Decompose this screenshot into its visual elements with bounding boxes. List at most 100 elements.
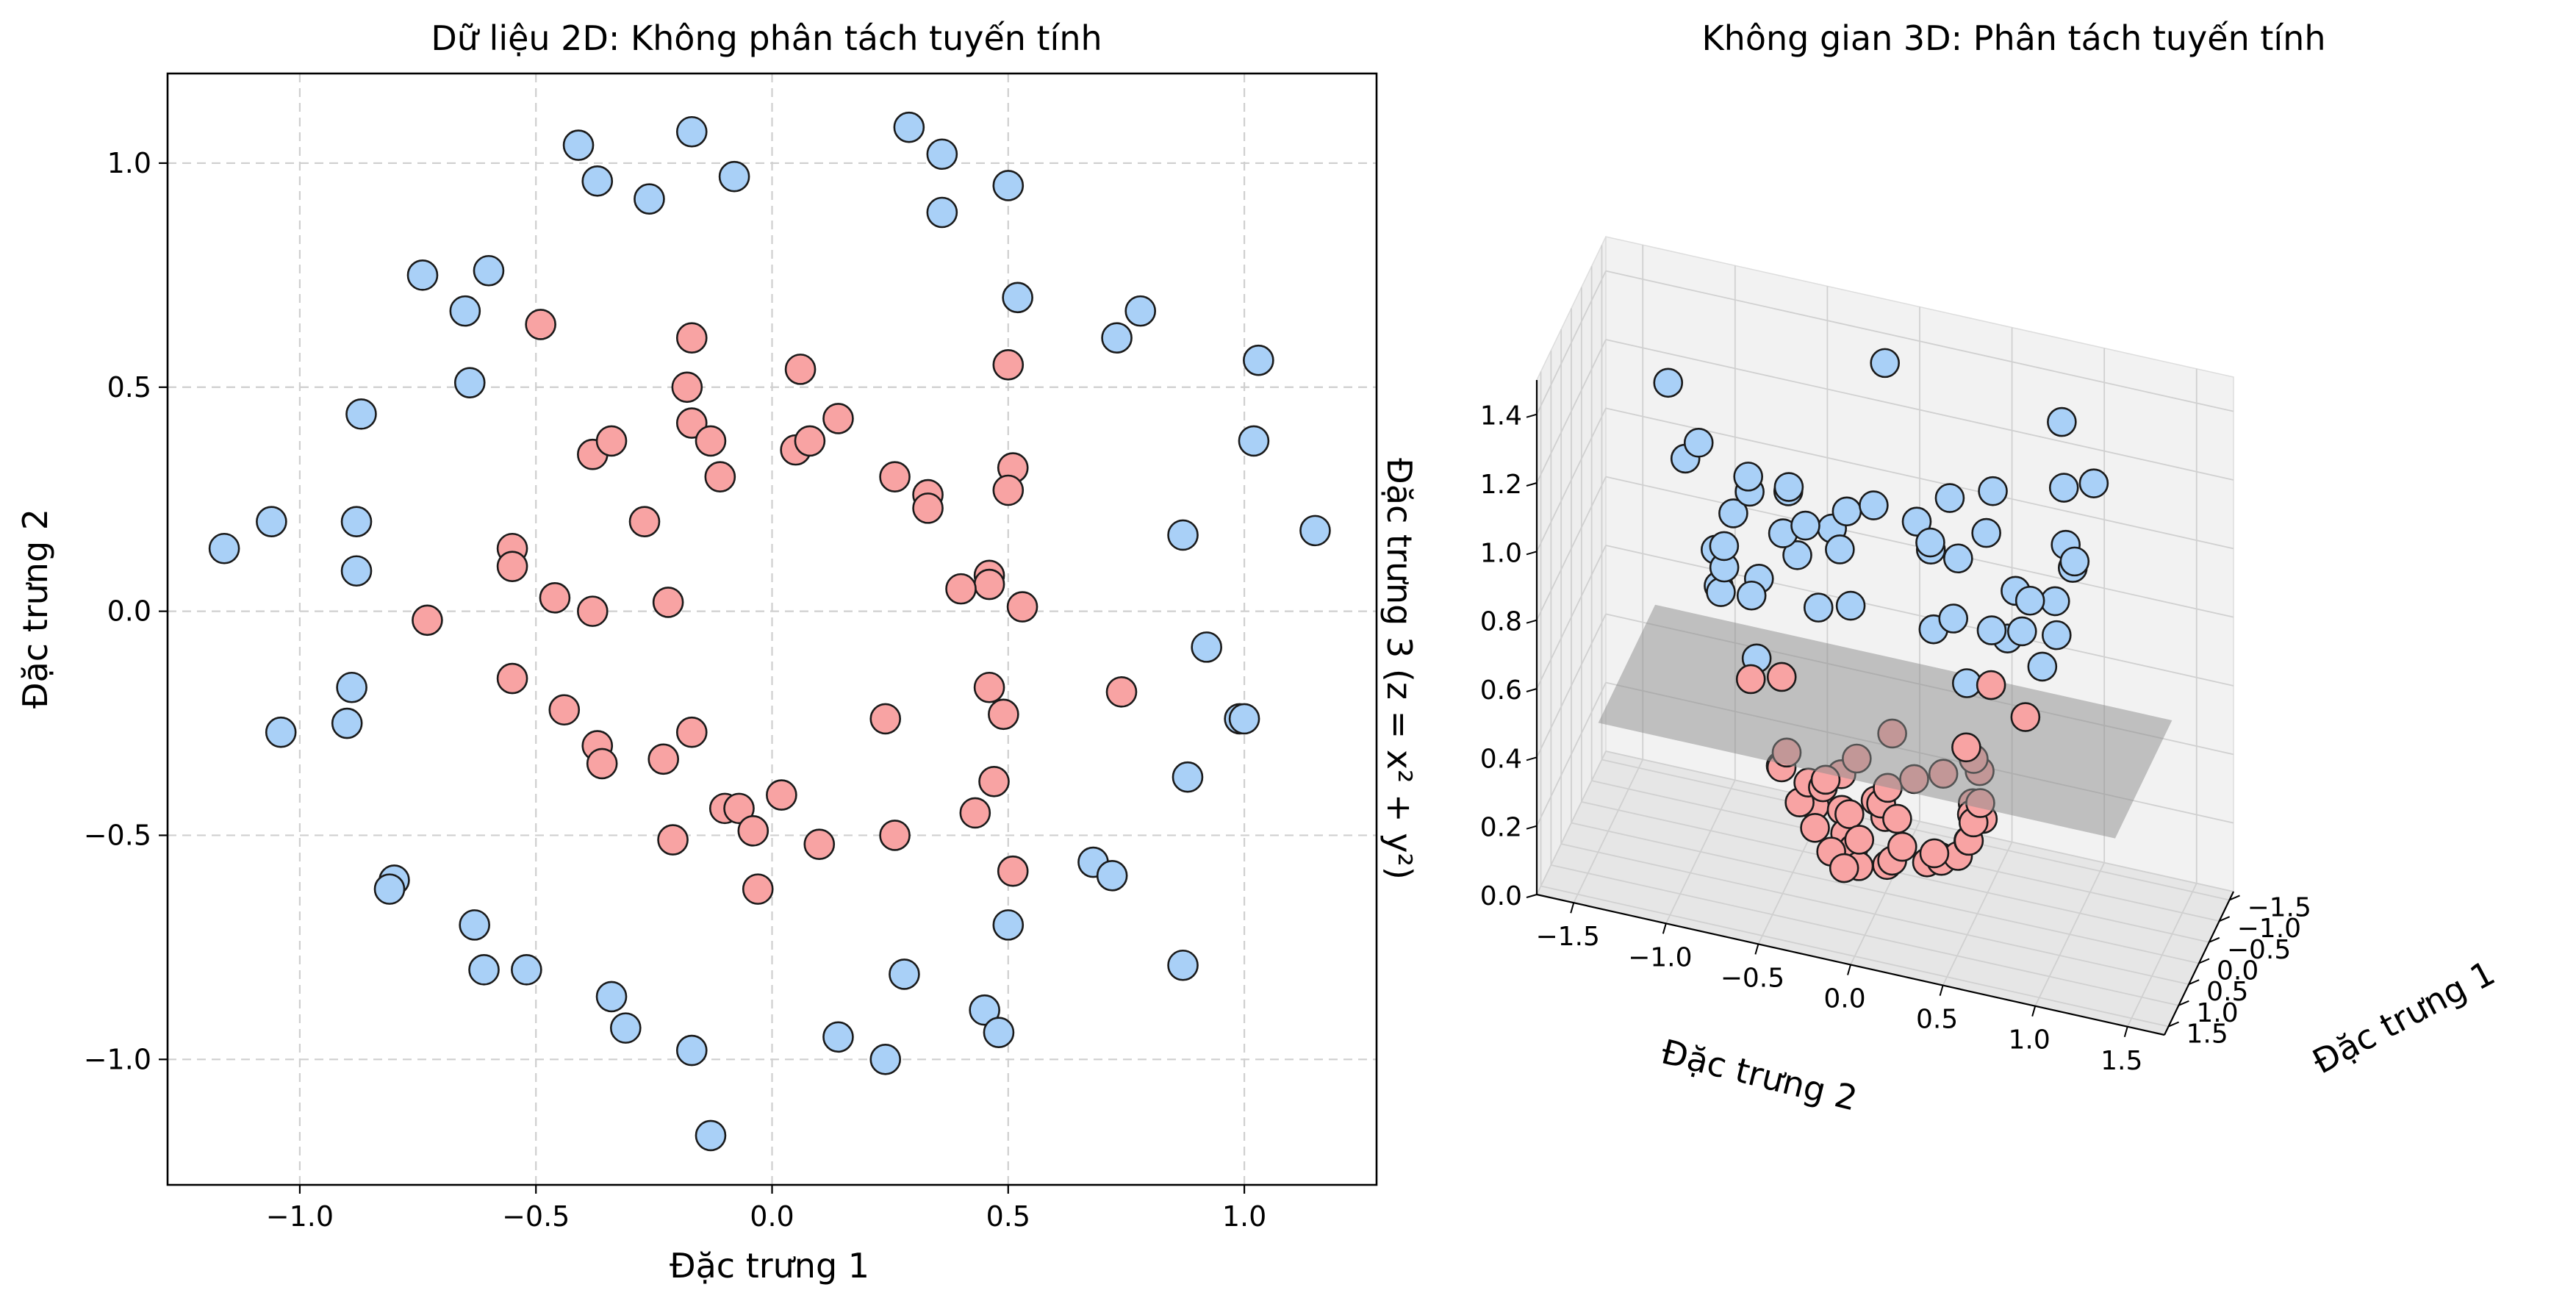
inner-class-point [548,694,581,726]
inner-class-point [766,779,797,811]
outer-class-point-3d [2078,468,2109,498]
x-tick-label-3d: 0.5 [1916,1005,1958,1035]
z-tick-label-3d: 1.4 [1480,401,1522,431]
y-tick-label-3d: 1.5 [2186,1019,2228,1050]
outer-class-point-3d [1773,472,1804,502]
outer-class-point [459,909,490,941]
x-tick-label-3d: −1.0 [1628,942,1692,972]
z-tick-label-3d: 0.6 [1480,675,1522,706]
x-tick-mark-3d [1570,902,1575,914]
outer-class-point [926,196,958,229]
inner-class-point [412,604,443,637]
y-tick-mark-3d [2188,979,2200,986]
outer-class-point-3d [1934,483,1965,513]
inner-class-point [1006,591,1038,623]
inner-class-point [822,403,854,434]
outer-class-point-3d [1971,517,2001,548]
x-tick-label-3d: −0.5 [1721,963,1784,993]
outer-class-point-3d [1803,592,1834,623]
inner-class-point-3d [1766,662,1797,692]
outer-class-point-3d [2048,473,2079,503]
inner-class-point-3d [1882,803,1912,834]
outer-class-point-3d [1901,506,1932,537]
grid-line-z-left [1536,339,1607,484]
outer-class-point [889,958,920,990]
outer-class-point [634,183,665,215]
left-y-tick-label: 0.0 [107,595,151,628]
left-y-tick-label: −0.5 [84,819,151,851]
y-tick-label-3d: 0.5 [2206,977,2248,1007]
outer-class-point [562,129,595,161]
outer-class-point-3d [1978,476,2008,506]
left-grid [168,74,1377,1185]
inner-class-point [794,425,826,457]
left-y-axis-label: Đặc trưng 2 [15,509,55,709]
outer-class-point [1191,631,1222,663]
y-tick-label-3d: −1.0 [2237,914,2301,944]
grid-line-z-right [1605,339,2234,481]
inner-class-point [496,551,528,582]
outer-class-point-3d [1831,496,1862,527]
inner-class-point [652,587,684,618]
x-tick-mark-3d [1662,923,1667,934]
outer-class-point [340,555,373,587]
inner-class-point [973,671,1005,703]
inner-class-point [675,716,708,748]
z-tick-label-3d: 0.4 [1480,744,1522,774]
grid-line-z-left [1536,545,1607,689]
z-tick-mark-3d [1526,413,1538,418]
grid-line-z-right [1605,270,2234,412]
outer-class-point [1002,282,1033,314]
inner-class-point [869,703,902,735]
outer-class-point [468,954,500,986]
left-points [208,111,1331,1152]
grid-line-y-floor [1540,885,2169,1028]
inner-class-point [742,873,774,905]
inner-class-point [803,828,836,860]
grid-line-y-floor [1601,759,2230,901]
inner-class-point [723,792,755,825]
outer-class-point [926,138,958,171]
outer-class-point [581,165,614,197]
x-tick-label-3d: −1.5 [1536,922,1600,952]
left-x-tick-label: 0.0 [750,1200,794,1233]
x-tick-mark-3d [1847,964,1851,975]
outer-class-point-3d [1736,580,1767,611]
inner-class-point [657,824,689,856]
outer-class-point-3d [1733,462,1763,492]
grid-line-y-floor [1560,843,2189,986]
outer-class-point [969,994,1000,1026]
left-y-ticks: −1.0 −0.5 0.0 0.5 1.0 [84,147,168,1075]
outer-class-point-3d [1938,603,1969,634]
inner-class-point [577,595,609,627]
x-tick-label-3d: 1.5 [2100,1046,2142,1076]
z-tick-mark-3d [1526,619,1538,624]
grid-line-z-left [1536,613,1607,758]
z-tick-label-3d: 1.0 [1480,538,1522,568]
inner-class-point [879,820,911,851]
outer-class-point [336,671,367,703]
x-tick-mark-3d [1939,985,1944,996]
inner-class-point [525,309,556,340]
inner-class-point [586,748,618,780]
outer-class-point [675,115,708,148]
y-tick-mark-3d [2168,1021,2179,1028]
outer-class-point-3d [1943,543,1973,574]
outer-class-point [345,398,377,430]
outer-class-point-3d [1706,577,1736,607]
x-tick-label-3d: 1.0 [2009,1025,2051,1056]
inner-class-point-3d [1844,825,1875,855]
outer-class-point-3d [1782,540,1812,570]
inner-class-point [539,582,571,614]
z-tick-mark-3d [1526,756,1538,761]
inner-class-point-3d [1887,831,1917,862]
inner-class-point [992,474,1025,506]
outer-class-point [992,170,1025,201]
y-tick-mark-3d [2178,1000,2189,1006]
z-tick-mark-3d [1526,482,1538,487]
inner-class-point [912,492,944,524]
left-y-tick-label: −1.0 [84,1043,151,1075]
3d-ticks: −1.5−1.0−0.50.00.51.01.5−1.5−1.0−0.50.00… [1480,401,2311,1076]
outer-class-point [1172,761,1204,793]
